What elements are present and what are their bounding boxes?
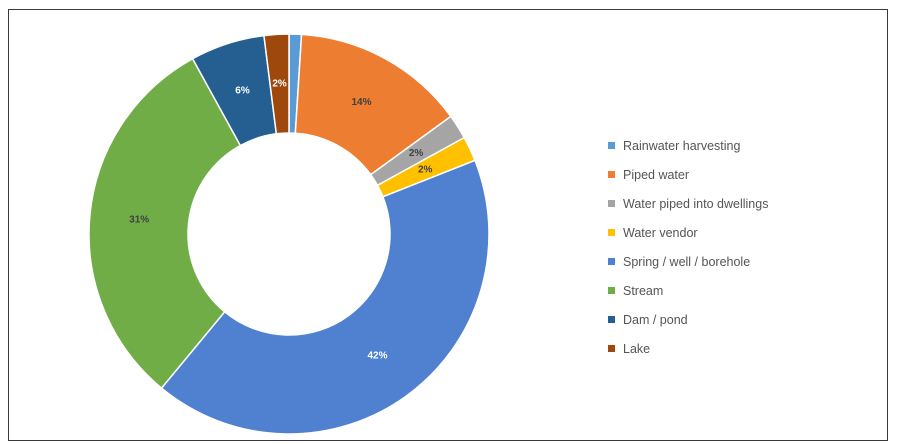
legend-label: Rainwater harvesting	[623, 138, 741, 153]
slice-data-label: 6%	[235, 86, 250, 97]
legend-label: Water vendor	[623, 225, 698, 240]
legend-swatch	[608, 229, 615, 236]
legend-item: Spring / well / borehole	[608, 247, 868, 276]
legend-item: Rainwater harvesting	[608, 131, 868, 160]
legend-label: Dam / pond	[623, 312, 688, 327]
slice-data-label: 42%	[367, 350, 387, 361]
donut-slice	[263, 33, 290, 135]
legend-swatch	[608, 200, 615, 207]
legend-swatch	[608, 258, 615, 265]
legend-swatch	[608, 142, 615, 149]
legend-label: Lake	[623, 341, 651, 356]
legend-label: Piped water	[623, 167, 690, 182]
legend-swatch	[608, 316, 615, 323]
legend-item: Piped water	[608, 160, 868, 189]
legend-item: Water piped into dwellings	[608, 189, 868, 218]
slice-data-label: 2%	[409, 148, 424, 159]
legend-item: Water vendor	[608, 218, 868, 247]
slice-data-label: 2%	[272, 78, 287, 89]
legend-swatch	[608, 171, 615, 178]
donut-slice	[88, 57, 242, 390]
legend-swatch	[608, 287, 615, 294]
legend-label: Water piped into dwellings	[623, 196, 769, 211]
legend-item: Lake	[608, 334, 868, 363]
legend-item: Stream	[608, 276, 868, 305]
donut-slice	[160, 159, 490, 435]
legend-item: Dam / pond	[608, 305, 868, 334]
slice-data-label: 2%	[418, 165, 433, 176]
legend-swatch	[608, 345, 615, 352]
legend-label: Spring / well / borehole	[623, 254, 751, 269]
legend: Rainwater harvesting Piped water Water p…	[608, 131, 868, 363]
slice-data-label: 31%	[129, 214, 149, 225]
legend-label: Stream	[623, 283, 664, 298]
slice-data-label: 14%	[351, 97, 371, 108]
